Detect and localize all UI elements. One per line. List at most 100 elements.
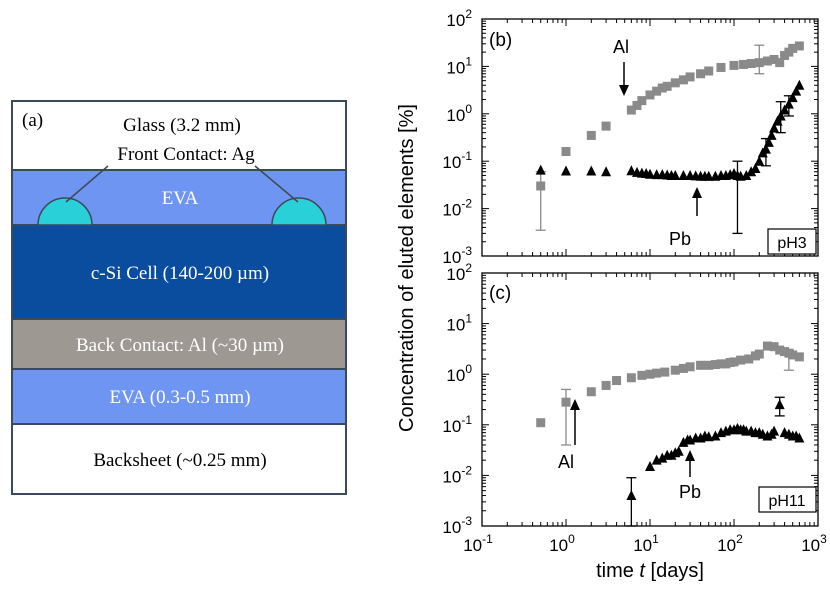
data-point-pb (750, 163, 761, 174)
layer-backsheet (11, 423, 347, 495)
data-point-pb (783, 98, 794, 109)
data-point-al (685, 362, 695, 372)
data-point-al (696, 360, 706, 370)
panel-b-label: (b) (489, 30, 512, 51)
data-point-al (612, 376, 622, 386)
data-point-al (678, 75, 688, 85)
data-point-al (729, 60, 739, 70)
panel-c-label: (c) (489, 283, 511, 304)
data-point-al (652, 368, 662, 378)
y-tick-label: 10-2 (442, 463, 472, 486)
data-point-pb (586, 165, 597, 176)
data-point-pb (787, 92, 798, 103)
data-point-al (632, 100, 642, 110)
data-point-al (685, 72, 695, 82)
y-tick-label: 10-3 (442, 514, 472, 537)
data-point-al (762, 341, 772, 351)
data-point-pb (779, 104, 790, 115)
data-point-pb (535, 164, 546, 175)
y-tick-label: 102 (446, 7, 472, 30)
data-point-pb (601, 166, 612, 177)
data-point-al (601, 380, 611, 390)
data-point-al (775, 58, 785, 68)
ph11-tag: pH11 (768, 493, 805, 510)
data-point-pb (710, 430, 721, 441)
data-point-al (762, 56, 772, 66)
data-point-al (696, 69, 706, 79)
data-point-pb (645, 168, 655, 179)
y-tick-label: 101 (446, 312, 472, 335)
data-point-al (769, 342, 779, 352)
data-point-al (670, 78, 680, 88)
data-point-al (775, 345, 785, 355)
data-point-al (754, 349, 764, 359)
data-point-al (657, 83, 667, 93)
data-point-al (794, 352, 804, 362)
eva-bottom-label: EVA (0.3-0.5 mm) (109, 387, 250, 408)
data-point-pb (794, 432, 805, 443)
data-point-al (662, 81, 672, 91)
y-tick-label: 10-3 (442, 244, 472, 267)
panel-c-y-tick-labels: 10-3 10-2 10-1 100 101 102 (442, 261, 472, 537)
glass-label: Glass (3.2 mm) (123, 115, 241, 136)
data-point-pb (769, 425, 780, 436)
data-point-al (626, 373, 636, 383)
data-point-al (716, 359, 726, 369)
layer-glass (11, 100, 347, 171)
data-point-al (637, 370, 647, 380)
data-point-al (788, 43, 798, 53)
data-point-al (561, 397, 571, 407)
data-point-al (736, 355, 746, 365)
cell-label: c-Si Cell (140-200 µm) (91, 263, 269, 284)
panel-b-pb-arrowhead (692, 187, 702, 198)
panel-c-al-arrowhead (570, 399, 580, 410)
panel-c-points (536, 341, 805, 501)
x-tick-label: 101 (633, 532, 659, 555)
x-axis-title-variable: t (639, 560, 646, 582)
panel-b-ticks (481, 19, 818, 257)
panel-a-label: (a) (22, 110, 43, 131)
ag-pointer-right (254, 165, 299, 203)
layer-cell (11, 224, 347, 320)
data-point-pb (673, 445, 684, 456)
panel-c-al-annotation: Al (558, 452, 574, 472)
data-point-al (729, 357, 739, 367)
data-point-pb (626, 165, 637, 176)
data-point-al (626, 105, 636, 115)
x-axis-title-prefix: time (596, 560, 639, 582)
panel-b-al-annotation: Al (613, 37, 629, 57)
data-point-pb (741, 169, 752, 180)
y-tick-label: 101 (446, 54, 472, 77)
x-tick-label: 102 (717, 532, 743, 555)
ph3-tag-box (767, 228, 817, 255)
data-point-al (744, 354, 754, 364)
x-axis-title: time t [days] (596, 560, 704, 582)
data-point-pb (703, 431, 714, 442)
data-point-pb (657, 452, 668, 463)
data-point-pb (794, 79, 805, 90)
eva-top-label: EVA (162, 188, 199, 209)
panel-a-layer-diagram: (a) Glass (3.2 mm) Front Contact: Ag EVA… (11, 100, 347, 495)
panel-b-error-bars (535, 44, 794, 235)
data-point-pb (670, 169, 681, 180)
data-point-pb (754, 155, 765, 166)
data-point-pb (772, 115, 783, 126)
y-tick-label: 100 (446, 362, 472, 385)
layer-back-contact (11, 318, 347, 370)
backsheet-label: Backsheet (~0.25 mm) (93, 450, 266, 471)
panel-c-pb-annotation: Pb (679, 482, 701, 502)
data-point-al (637, 96, 647, 106)
y-tick-label: 100 (446, 102, 472, 125)
panel-c-ticks (481, 273, 818, 527)
y-tick-label: 10-1 (442, 413, 472, 436)
data-point-al (645, 369, 655, 379)
data-point-pb (769, 122, 780, 133)
data-point-pb (760, 143, 771, 154)
panel-b-y-tick-labels: 10-3 10-2 10-1 100 101 102 (442, 7, 472, 267)
panel-c-pb-arrowhead (685, 450, 695, 461)
ag-contact-right (271, 197, 327, 226)
y-tick-label: 10-1 (442, 149, 472, 172)
ph11-tag-box (758, 486, 817, 513)
x-tick-labels: 10-1 100 101 102 103 (463, 532, 827, 555)
